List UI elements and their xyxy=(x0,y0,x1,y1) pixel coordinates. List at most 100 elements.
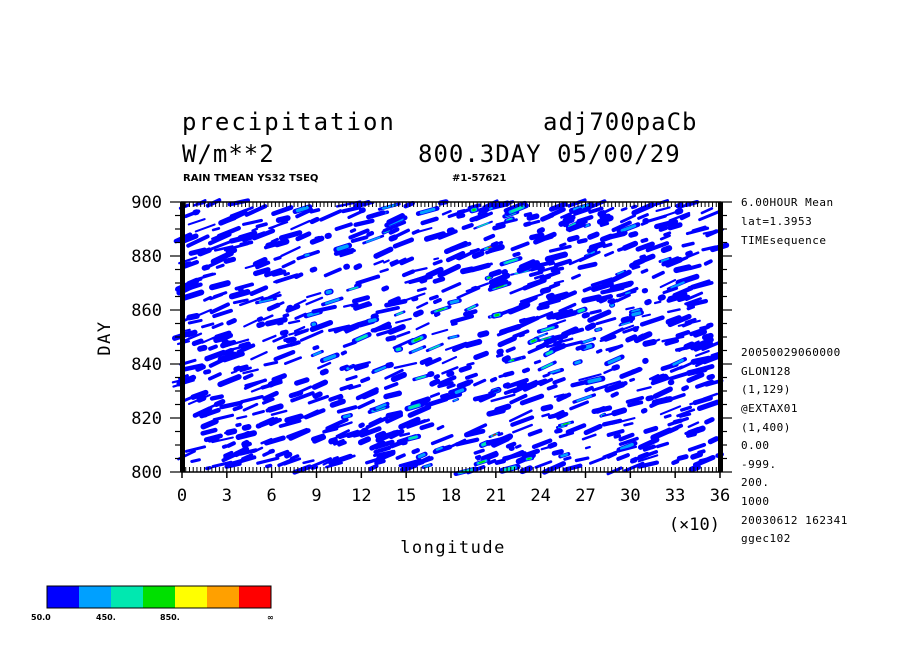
rain-cell xyxy=(660,245,673,254)
rain-cell xyxy=(437,229,458,240)
rain-cell xyxy=(695,379,714,389)
rain-cell xyxy=(641,313,652,318)
rain-cell xyxy=(286,427,309,439)
rain-cell xyxy=(549,254,561,262)
rain-cell xyxy=(312,393,320,398)
info-line: 6.00HOUR Mean xyxy=(741,196,834,209)
rain-cell xyxy=(541,413,550,418)
rain-cell xyxy=(386,213,406,225)
rain-cell xyxy=(225,339,237,346)
rain-cell xyxy=(473,457,491,467)
rain-cell xyxy=(497,335,517,348)
rain-cell xyxy=(419,422,435,431)
rain-cell xyxy=(501,355,511,363)
rain-cell xyxy=(282,313,290,318)
title-experiment: adj700paCb xyxy=(543,108,698,136)
rain-cell xyxy=(587,231,600,240)
rain-cell xyxy=(505,441,517,449)
rain-cell xyxy=(242,368,259,375)
rain-cell xyxy=(473,378,487,387)
rain-cell xyxy=(667,291,688,302)
title-time: 800.3DAY 05/00/29 xyxy=(418,140,681,168)
rain-cell xyxy=(407,404,432,418)
rain-cell xyxy=(229,235,246,244)
rain-cell xyxy=(309,208,321,214)
rain-cell xyxy=(323,424,339,433)
rain-cell xyxy=(505,346,516,353)
rain-cell xyxy=(659,405,682,416)
rain-cell xyxy=(535,378,548,386)
rain-cell xyxy=(379,268,389,273)
rain-cell xyxy=(452,397,460,403)
rain-cell xyxy=(545,292,555,300)
rain-cell xyxy=(434,445,445,452)
rain-cell xyxy=(558,451,571,459)
rain-cell xyxy=(595,294,614,303)
rain-cell xyxy=(488,272,511,286)
rain-cell xyxy=(339,251,354,258)
rain-cell xyxy=(612,445,638,454)
rain-cell xyxy=(514,379,538,392)
rain-cell xyxy=(239,394,264,404)
rain-cell xyxy=(551,449,564,456)
rain-cell xyxy=(255,417,279,429)
rain-cell xyxy=(583,223,591,228)
x-axis-label: longitude xyxy=(400,538,506,558)
rain-cell xyxy=(686,372,705,383)
rain-cell xyxy=(383,382,399,390)
rain-cell xyxy=(374,430,387,439)
rain-cell xyxy=(361,388,379,400)
rain-cell xyxy=(189,308,213,320)
rain-cell xyxy=(547,319,567,328)
rain-cell xyxy=(546,309,570,320)
rain-cell xyxy=(244,204,268,217)
rain-cell xyxy=(290,391,315,403)
rain-cell xyxy=(348,384,362,390)
rain-cell xyxy=(375,430,398,443)
rain-cell xyxy=(302,459,315,465)
rain-cell xyxy=(357,399,376,410)
rain-cell xyxy=(340,350,348,356)
rain-cell xyxy=(447,334,460,340)
rain-cell xyxy=(567,198,587,208)
rain-cell xyxy=(389,259,399,266)
rain-cell xyxy=(210,239,233,251)
rain-cell xyxy=(464,303,479,312)
rain-cell xyxy=(667,222,683,231)
rain-cell xyxy=(601,411,621,418)
rain-cell xyxy=(534,274,545,280)
x-tick-label: 15 xyxy=(396,486,416,506)
rain-cell xyxy=(223,347,234,356)
rain-cell xyxy=(390,257,407,267)
rain-cell xyxy=(284,356,302,365)
rain-cell xyxy=(538,265,559,273)
rain-cell xyxy=(226,441,236,448)
rain-cell xyxy=(209,394,224,401)
rain-cell xyxy=(362,234,385,245)
rain-cell xyxy=(324,232,332,240)
rain-cell xyxy=(590,277,614,287)
rain-cell xyxy=(601,418,623,427)
rain-cell xyxy=(554,258,572,268)
rain-cell xyxy=(430,305,452,315)
rain-cell xyxy=(188,282,203,290)
rain-cell xyxy=(423,231,447,242)
rain-cell xyxy=(534,460,553,469)
rain-cell xyxy=(348,361,371,369)
rain-cell xyxy=(610,391,619,398)
x-tick-label: 24 xyxy=(530,486,550,506)
rain-cell xyxy=(433,374,441,380)
rain-cell xyxy=(687,442,707,452)
rain-cell xyxy=(193,410,210,417)
title-field-name: precipitation xyxy=(182,108,396,136)
rain-cell xyxy=(228,289,251,300)
rain-cell xyxy=(365,455,386,465)
rain-cell xyxy=(707,436,720,445)
rain-cell xyxy=(263,244,271,250)
rain-cell xyxy=(635,241,655,252)
rain-cell xyxy=(353,218,375,227)
rain-cell xyxy=(552,377,566,385)
rain-cell xyxy=(644,298,652,306)
rain-cell xyxy=(604,250,615,257)
rain-cell xyxy=(667,416,689,427)
